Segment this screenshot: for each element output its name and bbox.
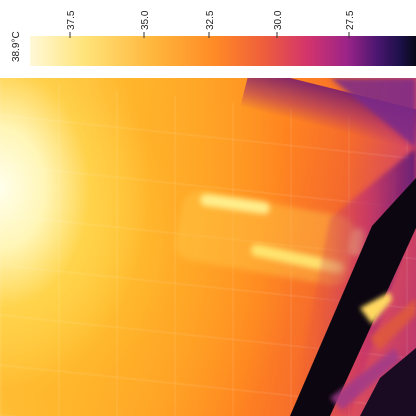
scale-tick-label: 35.0	[140, 10, 151, 30]
frame-reflection	[370, 298, 416, 350]
scale-gradient-bar	[30, 36, 416, 66]
scale-tick-label: 32.5	[205, 10, 216, 30]
thermal-scene	[0, 78, 416, 416]
corner-shadow	[330, 78, 416, 148]
temperature-scale: 38.9°C 37.5 35.0 32.5 30.0 27.5	[0, 0, 416, 78]
frame-dark-bar	[290, 178, 416, 416]
frame-reflection	[360, 292, 392, 324]
scale-tick-label: 27.5	[345, 10, 356, 30]
scale-label-box	[0, 36, 30, 72]
scale-tick-label: 30.0	[273, 10, 284, 30]
scale-max-label: 38.9°C	[11, 31, 22, 62]
frame-shadow	[290, 78, 416, 416]
scale-tick-label: 37.5	[66, 10, 77, 30]
scale-ticks: 37.5 35.0 32.5 30.0 27.5	[66, 10, 356, 38]
frame-dark-lower	[360, 348, 416, 416]
frame-reflection	[330, 348, 400, 410]
